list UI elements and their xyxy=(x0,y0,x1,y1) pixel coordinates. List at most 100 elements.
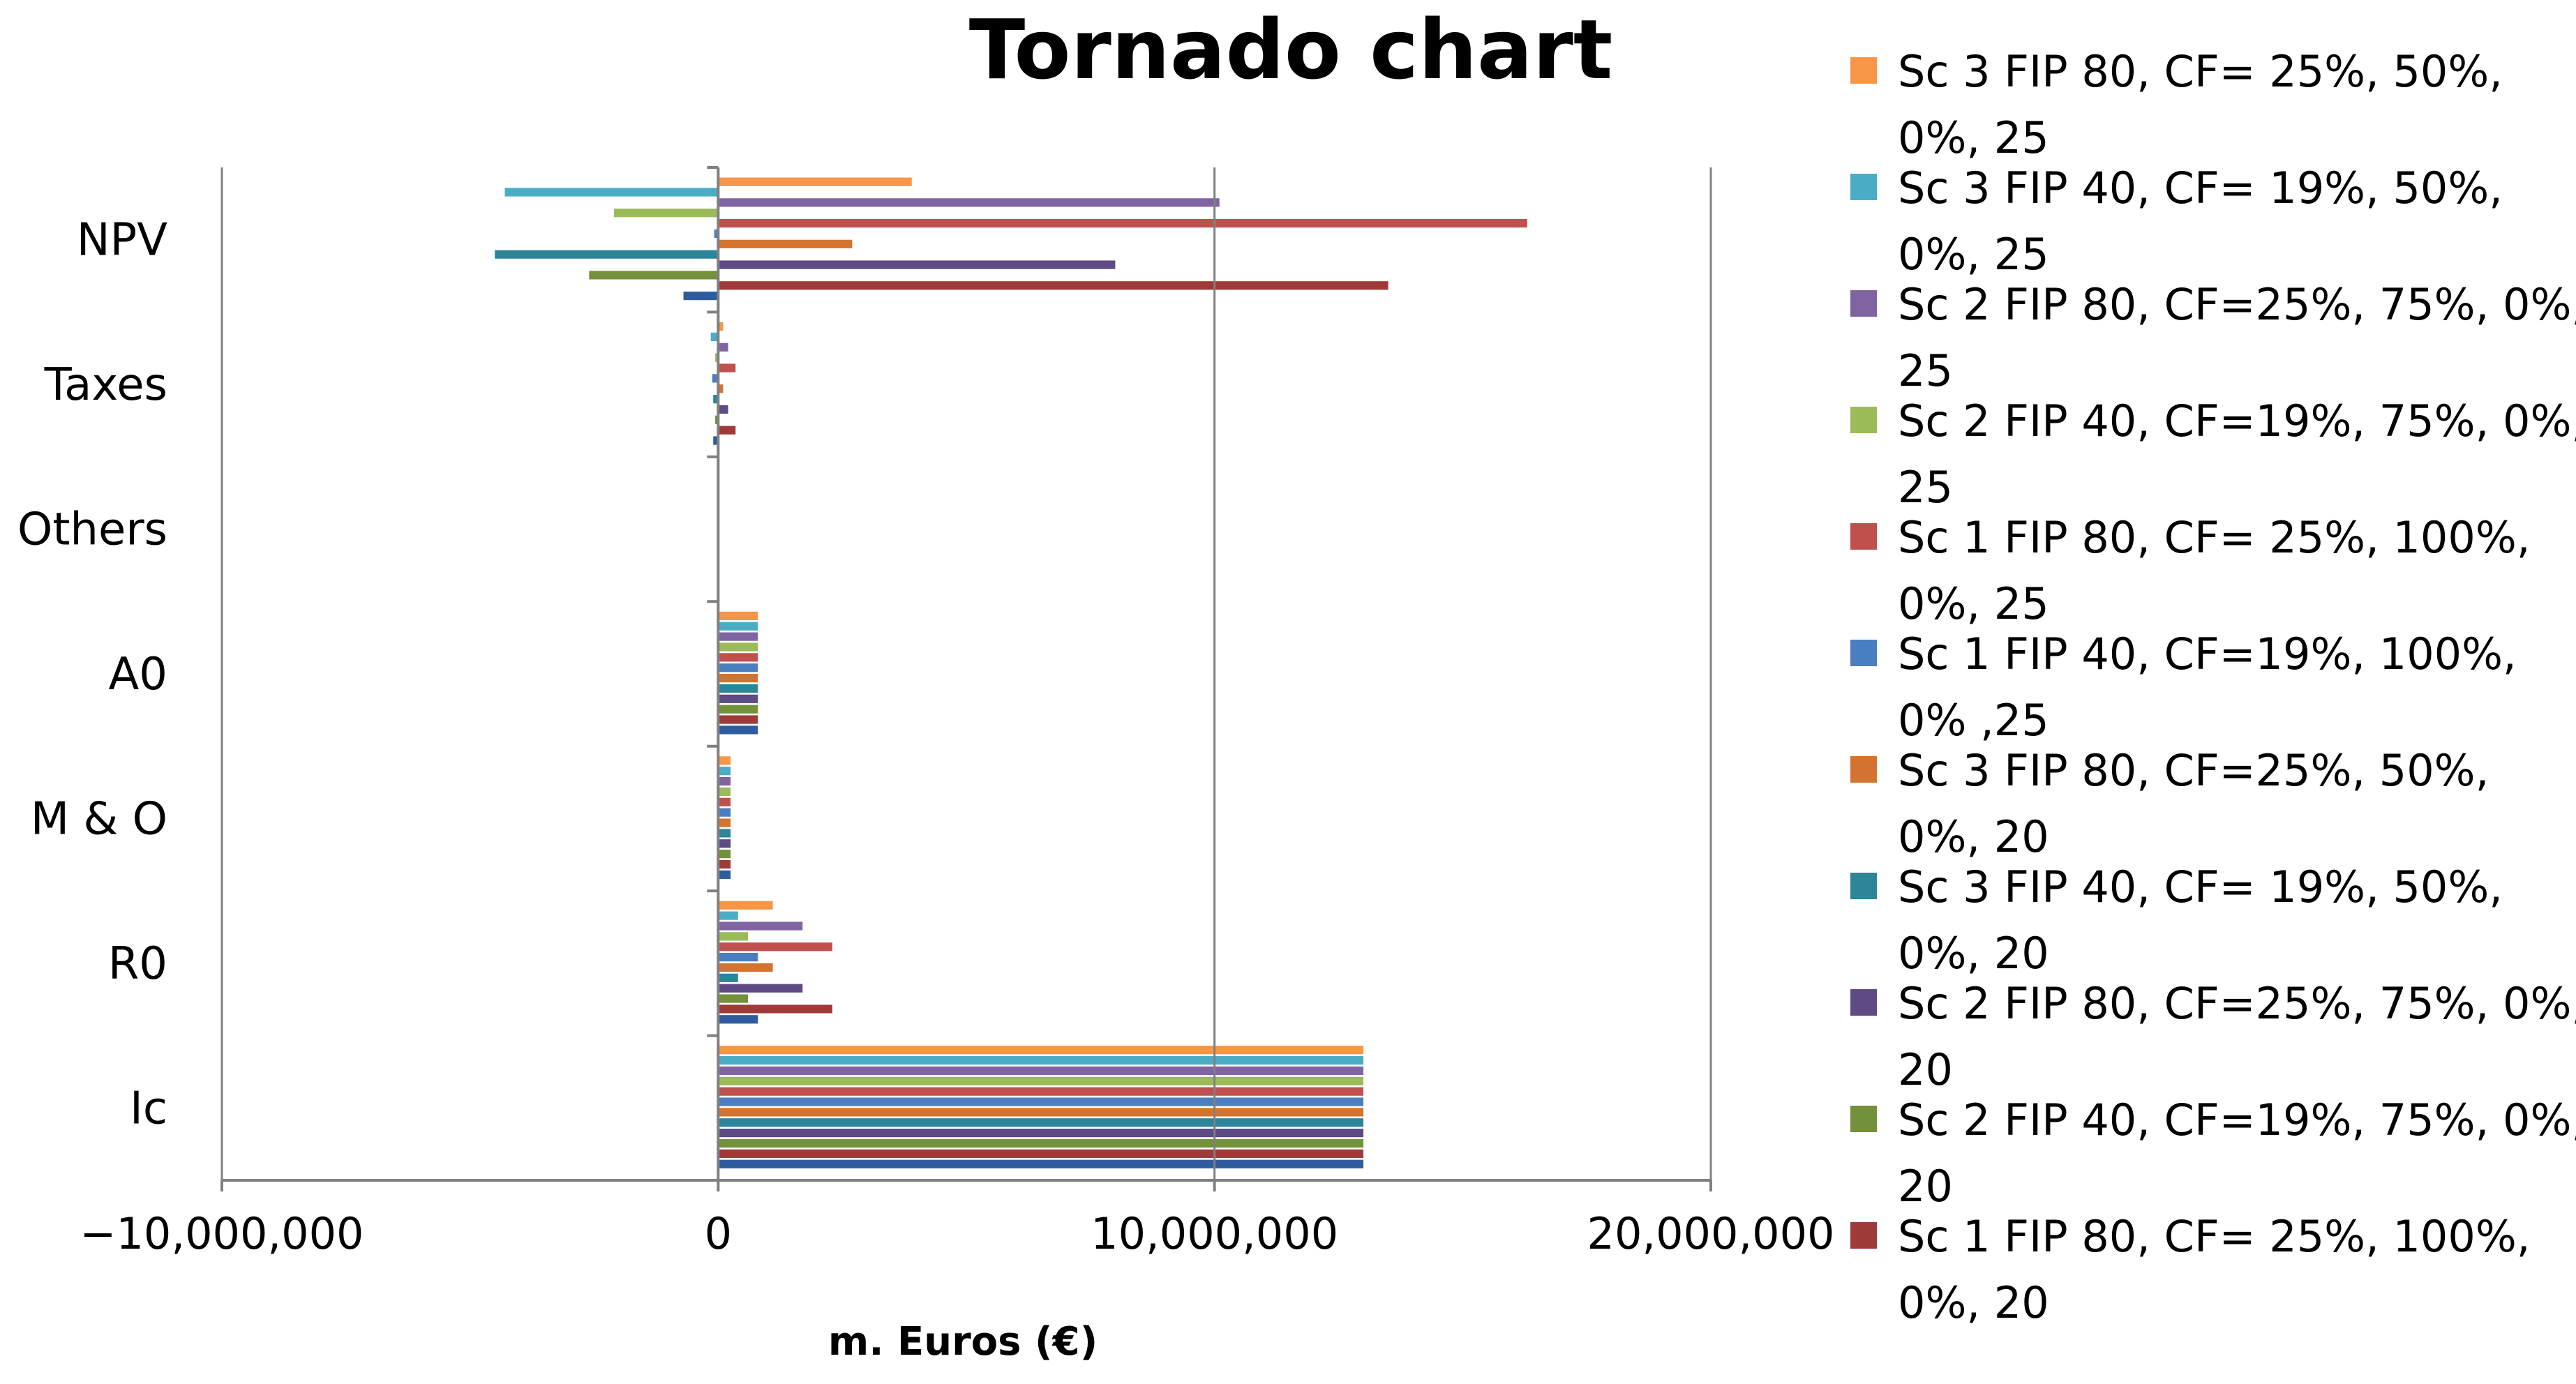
bar xyxy=(718,1055,1364,1065)
bar xyxy=(718,994,749,1003)
legend-label: Sc 3 FIP 80, CF=25%, 50%, xyxy=(1898,745,2489,796)
legend-swatch xyxy=(1850,873,1877,899)
legend-label: Sc 2 FIP 80, CF=25%, 75%, 0%, xyxy=(1898,279,2576,330)
bar xyxy=(718,426,736,435)
legend-swatch xyxy=(1850,989,1877,1016)
bar xyxy=(718,281,1388,290)
bar xyxy=(718,1129,1364,1138)
bar xyxy=(718,611,758,620)
x-tick-label: −10,000,000 xyxy=(80,1208,364,1259)
legend-swatch xyxy=(1850,523,1877,550)
bar xyxy=(718,787,731,797)
legend-label: 0%, 25 xyxy=(1898,229,2049,280)
bar xyxy=(589,271,719,280)
bar xyxy=(718,797,731,806)
legend-label: 0% ,25 xyxy=(1898,695,2049,746)
bar xyxy=(718,622,758,631)
bar xyxy=(715,353,719,362)
legend-label: 20 xyxy=(1898,1161,1953,1212)
legend-label: Sc 1 FIP 40, CF=19%, 100%, xyxy=(1898,629,2517,679)
bar xyxy=(613,209,719,218)
bar xyxy=(718,1005,832,1014)
bar xyxy=(718,663,758,672)
bar xyxy=(718,1118,1364,1127)
legend-swatch xyxy=(1850,756,1877,783)
y-category-label: Ic xyxy=(130,1083,167,1134)
y-category-label: A0 xyxy=(109,649,168,700)
bar xyxy=(713,395,719,404)
legend-label: 20 xyxy=(1898,1044,1953,1095)
bar xyxy=(718,973,738,982)
bar xyxy=(718,1076,1364,1085)
bar xyxy=(718,405,728,414)
bar xyxy=(718,260,1116,269)
bar xyxy=(683,292,719,301)
bar xyxy=(718,963,773,972)
y-category-label: M & O xyxy=(31,793,167,845)
bar xyxy=(718,1159,1364,1168)
bar xyxy=(718,818,731,827)
x-axis-label: m. Euros (€) xyxy=(828,1319,1098,1364)
y-category-label: Others xyxy=(17,504,167,556)
bar xyxy=(495,250,719,259)
legend-label: 0%, 20 xyxy=(1898,1277,2049,1328)
bar xyxy=(718,653,758,662)
legend-label: 0%, 25 xyxy=(1898,112,2049,163)
legend-label: Sc 2 FIP 40, CF=19%, 75%, 0%, xyxy=(1898,396,2576,446)
bar xyxy=(718,642,758,652)
bar xyxy=(718,384,724,393)
bar xyxy=(718,177,912,186)
legend-label: Sc 1 FIP 80, CF= 25%, 100%, xyxy=(1898,1211,2530,1262)
bar xyxy=(718,1015,758,1024)
legend-label: 0%, 20 xyxy=(1898,928,2049,979)
bar xyxy=(718,343,728,352)
bar xyxy=(718,725,758,735)
legend-label: 25 xyxy=(1898,462,1953,513)
legend-label: 0%, 20 xyxy=(1898,811,2049,862)
bar xyxy=(715,415,719,424)
bar xyxy=(718,1046,1364,1055)
bar xyxy=(718,756,731,765)
bar xyxy=(718,911,738,920)
bar xyxy=(718,239,853,248)
bar xyxy=(713,436,719,445)
y-category-label: Taxes xyxy=(44,359,167,411)
bar xyxy=(718,674,758,683)
y-category-label: R0 xyxy=(108,938,167,990)
bar xyxy=(718,694,758,703)
legend-label: 0%, 25 xyxy=(1898,578,2049,629)
legend-label: 25 xyxy=(1898,345,1953,396)
legend-label: Sc 3 FIP 40, CF= 19%, 50%, xyxy=(1898,163,2503,213)
axes-layer: −10,000,000 0 10,000,000 20,000,000 NPV Taxes… xyxy=(17,166,1835,1259)
legend-label: Sc 3 FIP 80, CF= 25%, 50%, xyxy=(1898,46,2503,97)
x-tick-label: 0 xyxy=(705,1208,732,1259)
bar xyxy=(718,922,803,931)
bar xyxy=(718,870,731,879)
bar xyxy=(718,198,1220,207)
bar xyxy=(718,1066,1364,1076)
bar xyxy=(718,839,731,848)
bar xyxy=(718,859,731,869)
legend-label: Sc 2 FIP 40, CF=19%, 75%, 0%, xyxy=(1898,1095,2576,1145)
bar xyxy=(718,942,832,952)
legend-swatch xyxy=(1850,57,1877,84)
bar xyxy=(718,684,758,693)
legend-swatch xyxy=(1850,290,1877,317)
bar xyxy=(718,850,731,859)
bar xyxy=(718,767,731,776)
bar xyxy=(718,1138,1364,1148)
legend-swatch xyxy=(1850,174,1877,200)
bar xyxy=(718,632,758,641)
legend-label: Sc 3 FIP 40, CF= 19%, 50%, xyxy=(1898,862,2503,912)
bars-layer xyxy=(495,177,1527,1168)
x-tick-label: 20,000,000 xyxy=(1587,1208,1835,1259)
bar xyxy=(718,1108,1364,1117)
legend-swatch xyxy=(1850,1106,1877,1132)
bar xyxy=(718,776,731,786)
bar xyxy=(718,218,1527,228)
y-category-label: NPV xyxy=(77,215,167,266)
bar xyxy=(718,932,749,941)
